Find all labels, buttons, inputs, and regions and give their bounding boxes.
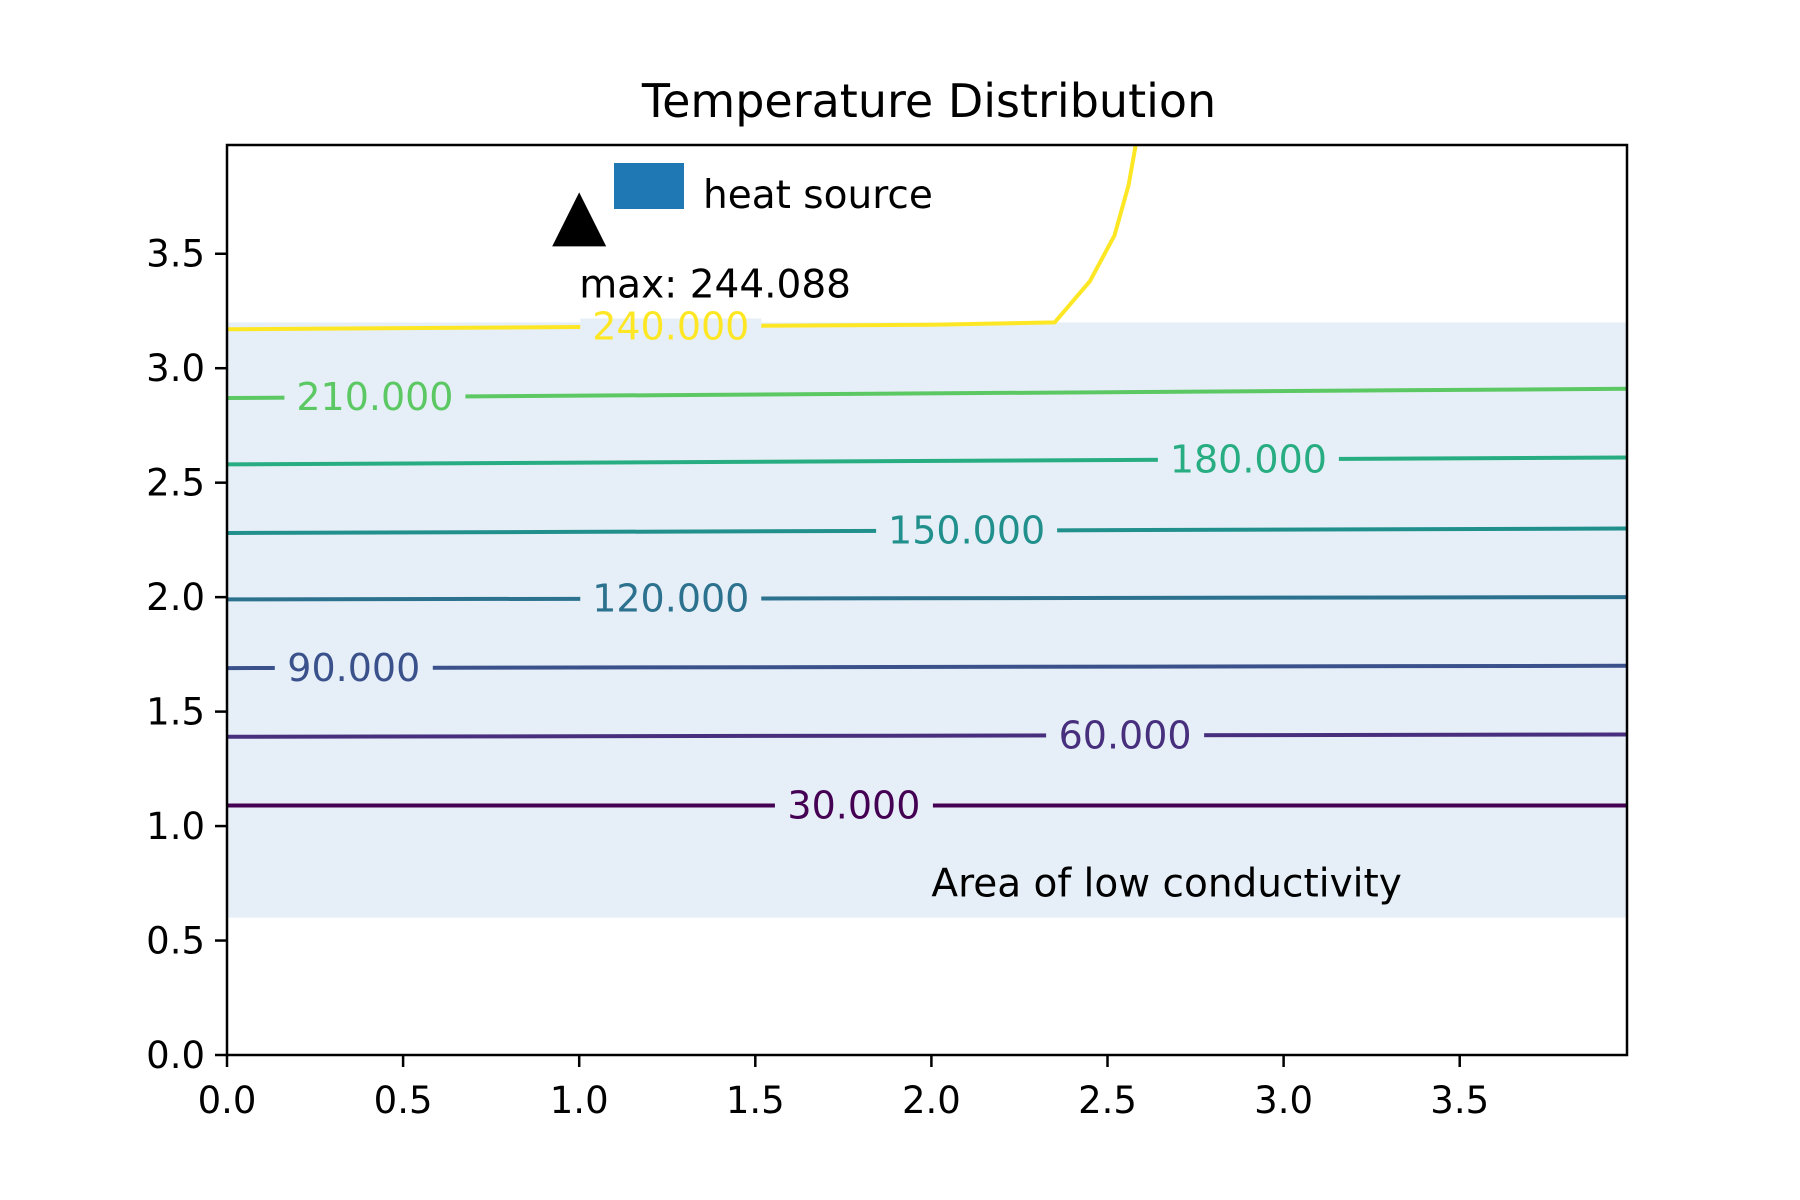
contour-label-gap-240 [580, 318, 762, 335]
y-tick-label: 1.0 [146, 805, 205, 848]
y-tick-label: 2.5 [146, 462, 205, 505]
legend-label-heat-source: heat source [703, 173, 933, 218]
y-tick-label: 3.5 [146, 233, 205, 276]
x-tick-label: 0.5 [374, 1079, 433, 1122]
y-tick-label: 0.0 [146, 1034, 205, 1077]
contour-label-30: 30.000 [787, 783, 920, 827]
contour-label-gap-60 [1046, 727, 1205, 744]
y-tick-label: 3.0 [146, 347, 205, 390]
contour-label-210: 210.000 [296, 375, 453, 419]
contour-line-180 [227, 455, 1627, 467]
max-temperature-marker [552, 192, 607, 247]
contour-label-gap-30 [774, 797, 933, 814]
low-conductivity-region [227, 322, 1627, 918]
contour-line-120 [227, 595, 1627, 602]
contour-lines [227, 145, 1627, 814]
contour-label-gap-150 [876, 522, 1058, 539]
x-tick-label: 1.5 [726, 1079, 785, 1122]
low-conductivity-label: Area of low conductivity [931, 861, 1401, 906]
contour-label-90: 90.000 [287, 646, 420, 690]
contour-line-90 [227, 663, 1627, 671]
max-temperature-label: max: 244.088 [579, 262, 851, 307]
contour-label-150: 150.000 [888, 509, 1045, 553]
x-tick-label: 3.5 [1430, 1079, 1489, 1122]
x-tick-label: 2.0 [902, 1079, 961, 1122]
contour-line-60 [227, 732, 1627, 739]
plot-area: 30.000 60.000 90.000 120.000 150.000 180.000 2… [146, 143, 1629, 1122]
chart-title: Temperature Distribution [641, 74, 1216, 128]
y-tick-label: 2.0 [146, 576, 205, 619]
contour-label-240: 240.000 [592, 304, 749, 348]
x-tick-label: 2.5 [1078, 1079, 1137, 1122]
y-axis-ticks: 0.0 0.5 1.0 1.5 2.0 2.5 3.0 3.5 [146, 233, 227, 1077]
x-tick-label: 0.0 [198, 1079, 257, 1122]
contour-label-gap-120 [580, 590, 762, 607]
contour-label-gap-180 [1157, 451, 1339, 468]
x-axis-ticks: 0.0 0.5 1.0 1.5 2.0 2.5 3.0 3.5 [198, 1055, 1489, 1122]
contour-label-120: 120.000 [592, 577, 749, 621]
y-tick-label: 0.5 [146, 920, 205, 963]
contour-label-gap-90 [274, 659, 433, 676]
contour-label-180: 180.000 [1170, 437, 1327, 481]
y-tick-label: 1.5 [146, 691, 205, 734]
contour-label-60: 60.000 [1059, 713, 1192, 757]
legend-swatch-heat-source [614, 163, 684, 209]
contour-label-gap-210 [284, 389, 466, 406]
x-tick-label: 1.0 [550, 1079, 609, 1122]
legend: heat source [614, 163, 933, 218]
axes-frame [225, 143, 1629, 1057]
x-tick-label: 3.0 [1254, 1079, 1313, 1122]
